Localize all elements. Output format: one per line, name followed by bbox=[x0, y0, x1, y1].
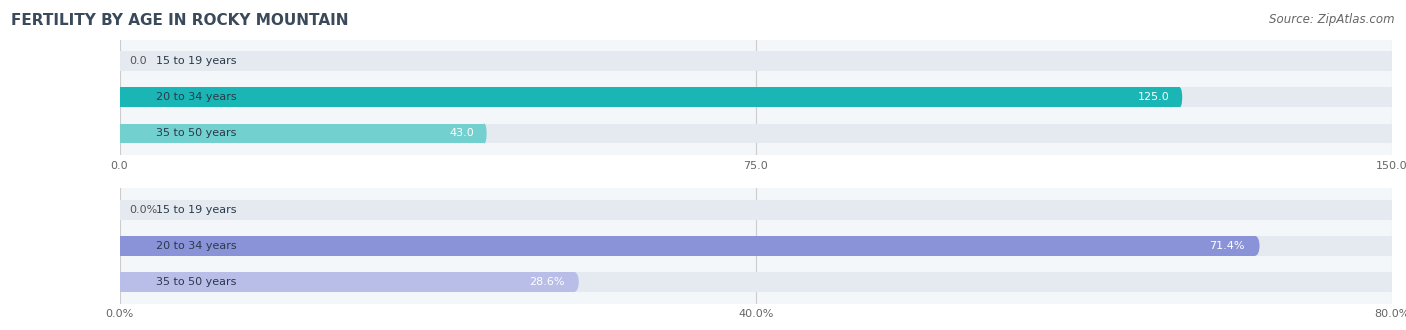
Bar bbox=[120, 200, 1392, 220]
Ellipse shape bbox=[1251, 236, 1260, 256]
Ellipse shape bbox=[117, 123, 122, 143]
Ellipse shape bbox=[1389, 51, 1395, 71]
Ellipse shape bbox=[1388, 236, 1396, 256]
Text: 20 to 34 years: 20 to 34 years bbox=[156, 241, 238, 251]
Bar bbox=[120, 272, 1392, 292]
Text: 43.0: 43.0 bbox=[450, 128, 474, 139]
Text: 15 to 19 years: 15 to 19 years bbox=[156, 205, 236, 215]
Text: 35 to 50 years: 35 to 50 years bbox=[156, 277, 236, 287]
Ellipse shape bbox=[1389, 123, 1395, 143]
Ellipse shape bbox=[117, 51, 122, 71]
Bar bbox=[120, 272, 575, 292]
Ellipse shape bbox=[115, 272, 124, 292]
Text: Source: ZipAtlas.com: Source: ZipAtlas.com bbox=[1270, 13, 1395, 26]
Ellipse shape bbox=[115, 272, 124, 292]
Text: FERTILITY BY AGE IN ROCKY MOUNTAIN: FERTILITY BY AGE IN ROCKY MOUNTAIN bbox=[11, 13, 349, 28]
Bar bbox=[120, 236, 1256, 256]
Ellipse shape bbox=[117, 87, 122, 107]
Text: 35 to 50 years: 35 to 50 years bbox=[156, 128, 236, 139]
Ellipse shape bbox=[482, 123, 486, 143]
Bar bbox=[120, 87, 1180, 107]
Ellipse shape bbox=[117, 123, 122, 143]
Text: 125.0: 125.0 bbox=[1137, 92, 1170, 102]
Text: 15 to 19 years: 15 to 19 years bbox=[156, 56, 236, 66]
Ellipse shape bbox=[117, 87, 122, 107]
Ellipse shape bbox=[1389, 87, 1395, 107]
Text: 28.6%: 28.6% bbox=[529, 277, 564, 287]
Ellipse shape bbox=[1388, 200, 1396, 220]
Ellipse shape bbox=[1388, 272, 1396, 292]
Ellipse shape bbox=[115, 236, 124, 256]
Ellipse shape bbox=[569, 272, 579, 292]
Ellipse shape bbox=[115, 200, 124, 220]
Text: 0.0: 0.0 bbox=[129, 56, 148, 66]
Text: 0.0%: 0.0% bbox=[129, 205, 157, 215]
Ellipse shape bbox=[1178, 87, 1182, 107]
Bar bbox=[120, 236, 1392, 256]
Text: 20 to 34 years: 20 to 34 years bbox=[156, 92, 238, 102]
Text: 71.4%: 71.4% bbox=[1209, 241, 1244, 251]
Bar bbox=[120, 51, 1392, 71]
Bar bbox=[120, 87, 1392, 107]
Bar bbox=[120, 123, 484, 143]
Ellipse shape bbox=[115, 236, 124, 256]
Bar bbox=[120, 123, 1392, 143]
